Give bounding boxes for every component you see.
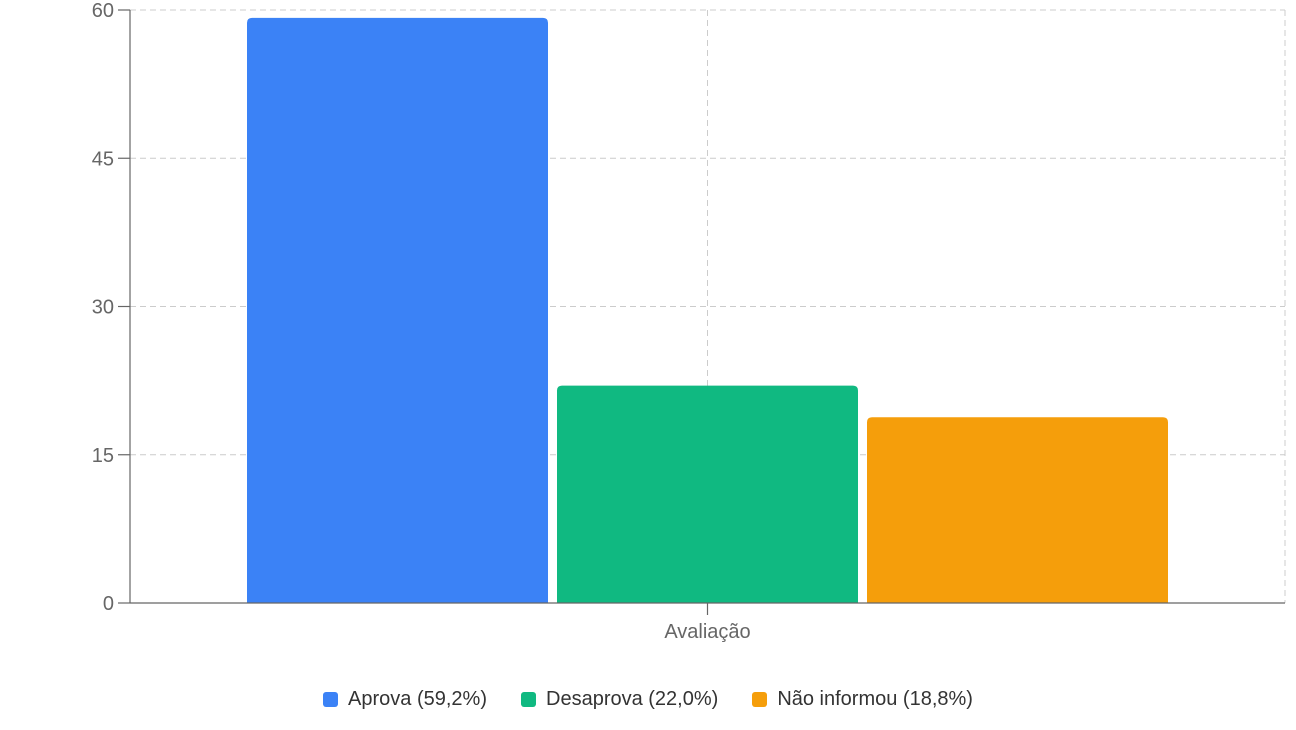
bar-3[interactable]	[867, 417, 1168, 603]
legend-swatch	[752, 692, 768, 707]
legend-label: Não informou (18,8%)	[777, 688, 973, 710]
y-tick-label: 60	[92, 0, 114, 22]
legend-swatch	[521, 692, 536, 707]
legend-swatch	[323, 692, 339, 707]
y-tick-label: 45	[92, 148, 114, 170]
legend-item-1[interactable]: Aprova (59,2%)	[323, 688, 487, 711]
x-category-label: Avaliação	[664, 621, 750, 643]
legend-label: Aprova (59,2%)	[348, 688, 487, 710]
bar-2[interactable]	[557, 385, 858, 603]
y-tick-label: 15	[92, 445, 114, 467]
bars	[247, 17, 1168, 603]
legend-item-2[interactable]: Desaprova (22,0%)	[521, 688, 718, 711]
y-tick-label: 0	[103, 593, 114, 615]
legend-label: Desaprova (22,0%)	[546, 688, 719, 710]
y-axis-ticks: 0 15 30 45 60	[92, 0, 130, 615]
x-axis-categories: Avaliação	[664, 603, 751, 643]
bar-1[interactable]	[247, 17, 548, 603]
y-tick-label: 30	[92, 297, 114, 319]
legend: Aprova (59,2%) Desaprova (22,0%) Não infor…	[0, 688, 1296, 711]
legend-item-3[interactable]: Não informou (18,8%)	[752, 688, 973, 711]
